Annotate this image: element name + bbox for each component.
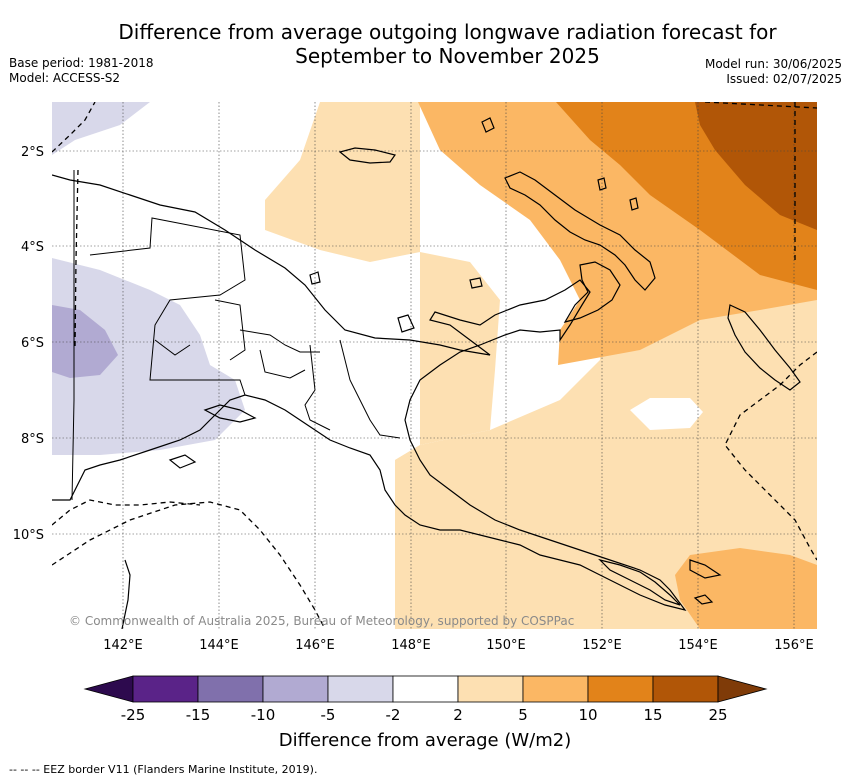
manus-coast: [338, 147, 397, 164]
colorbar-label: -25: [120, 706, 146, 724]
colorbar-swatch: [652, 675, 719, 703]
issued-date: Issued: 02/07/2025: [726, 72, 842, 86]
eez-north: [52, 102, 96, 153]
colorbar-swatch: [132, 675, 199, 703]
field-5-10-se: [675, 548, 817, 629]
lon-tick-label: 152°E: [582, 638, 622, 653]
lat-tick-label: 10°S: [13, 528, 44, 543]
colorbar-swatch: [327, 675, 394, 703]
colorbar-label: -2: [385, 706, 401, 724]
eez-southwest: [52, 499, 326, 629]
colorbar-swatch: [457, 675, 524, 703]
coastlines: [52, 117, 801, 629]
colorbar-swatch: [197, 675, 264, 703]
meta-right: Model run: 30/06/2025 Issued: 02/07/2025: [705, 57, 842, 87]
colorbar-swatch: [522, 675, 589, 703]
field-2-5-west: [265, 102, 500, 629]
borders: [71, 170, 401, 501]
lon-tick-label: 148°E: [391, 638, 431, 653]
map-field: [52, 102, 817, 629]
eez-east: [724, 351, 817, 561]
lon-tick-label: 146°E: [295, 638, 335, 653]
colorbar-swatch: [587, 675, 654, 703]
new-guinea-coast: [52, 174, 687, 611]
new-britain-coast: [504, 171, 656, 291]
eez-northeast: [704, 102, 817, 109]
lon-tick-labels: 142°E 144°E 146°E 148°E 150°E 152°E 154°…: [103, 638, 814, 653]
colorbar-label: -5: [320, 706, 336, 724]
lat-tick-label: 4°S: [21, 240, 44, 255]
colorbar-swatch: [262, 675, 329, 703]
base-period: Base period: 1981-2018: [9, 56, 154, 70]
meta-left: Base period: 1981-2018 Model: ACCESS-S2: [9, 56, 154, 86]
bougainville-coast: [727, 304, 801, 391]
colorbar-label: 5: [518, 706, 528, 724]
colorbar-label: 2: [453, 706, 463, 724]
chart-title: Difference from average outgoing longwav…: [0, 20, 850, 68]
colorbar-low-extend: [83, 675, 134, 703]
lon-tick-label: 150°E: [486, 638, 526, 653]
colorbar-label: 10: [578, 706, 598, 724]
eez-legend: -- -- -- EEZ border V11 (Flanders Marine…: [9, 763, 318, 776]
small-islands: [309, 117, 639, 333]
title-line-2: September to November 2025: [295, 44, 600, 68]
lon-tick-label: 142°E: [103, 638, 143, 653]
lat-tick-label: 6°S: [21, 336, 44, 351]
colorbar-label: -10: [250, 706, 276, 724]
colorbar-swatch: [392, 675, 459, 703]
field-neg5-neg2: [52, 258, 245, 455]
gridlines: [52, 102, 817, 629]
lat-tick-label: 8°S: [21, 432, 44, 447]
colorbar: [83, 675, 768, 703]
eez-borders: [52, 102, 817, 629]
model-run: Model run: 30/06/2025: [704, 57, 842, 71]
lat-tick-labels: 2°S 4°S 6°S 8°S 10°S: [13, 145, 44, 543]
field-neg10-neg5: [52, 305, 118, 378]
lat-tick-label: 2°S: [21, 145, 44, 160]
colorbar-title: Difference from average (W/m2): [278, 730, 572, 751]
png-indonesia-border: [71, 170, 75, 501]
colorbar-label: -15: [185, 706, 211, 724]
map-credit: © Commonwealth of Australia 2025, Bureau…: [69, 614, 575, 628]
model-name: Model: ACCESS-S2: [9, 71, 121, 85]
lon-tick-label: 154°E: [678, 638, 718, 653]
eez-west: [74, 169, 79, 351]
field-neg5-neg2-north: [52, 102, 150, 155]
lon-tick-label: 144°E: [199, 638, 239, 653]
australia-coast: [121, 559, 131, 629]
colorbar-label: 15: [643, 706, 663, 724]
province-borders: [89, 217, 401, 439]
southeast-islands: [598, 558, 722, 606]
torres-islands: [168, 404, 257, 469]
colorbar-label: 25: [708, 706, 728, 724]
colorbar-high-extend: [717, 675, 768, 703]
lon-tick-label: 156°E: [774, 638, 814, 653]
title-line-1: Difference from average outgoing longwav…: [118, 20, 777, 44]
new-ireland-coast: [563, 261, 621, 323]
field-15-25: [695, 102, 817, 230]
